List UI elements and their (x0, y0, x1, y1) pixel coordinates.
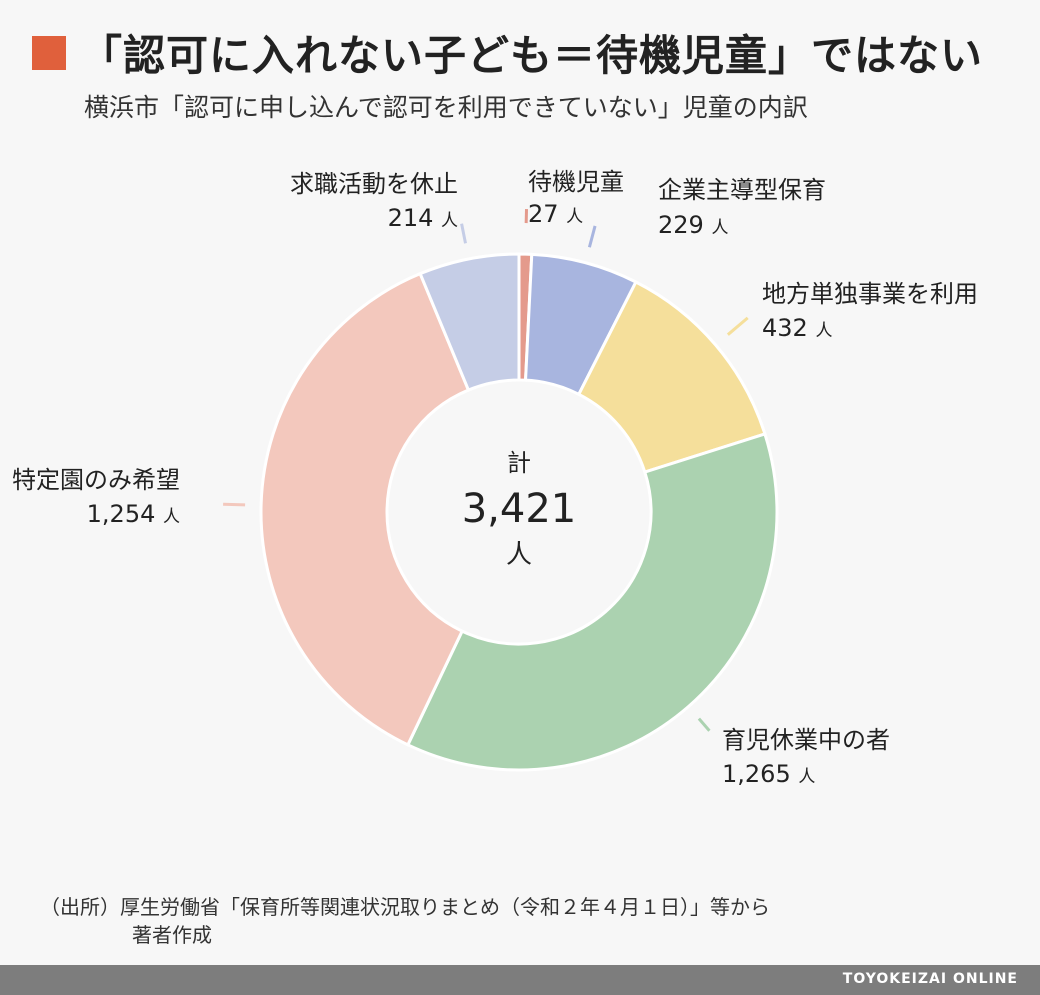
slice-label-1: 企業主導型保育 (658, 176, 826, 204)
slice-value-2: 432 人 (762, 314, 832, 342)
footer-brand: TOYOKEIZAI ONLINE (842, 971, 1018, 987)
center-unit: 人 (506, 540, 532, 570)
slice-5 (418, 252, 521, 393)
slice-value-3: 1,265 人 (722, 760, 815, 788)
slice-label-3: 育児休業中の者 (722, 726, 890, 754)
leader-line-3 (697, 717, 711, 732)
chart-title: 「認可に入れない子ども＝待機児童」ではない (80, 31, 984, 80)
leader-line-4 (223, 502, 246, 507)
footer-bar: TOYOKEIZAI ONLINE (0, 965, 1040, 995)
source-line-1: （出所）厚生労働省「保育所等関連状況取りまとめ（令和２年４月１日）」等から (40, 895, 770, 919)
center-caption: 計 (507, 449, 531, 477)
leader-line-2 (726, 316, 749, 336)
slice-label-0: 待機児童 (528, 168, 624, 196)
slice-label-2: 地方単独事業を利用 (762, 280, 978, 308)
leader-line-1 (587, 225, 597, 248)
slice-value-1: 229 人 (658, 211, 728, 239)
slice-4 (259, 271, 471, 747)
slice-value-0: 27 人 (528, 200, 583, 228)
source-note: （出所）厚生労働省「保育所等関連状況取りまとめ（令和２年４月１日）」等から 著者… (40, 893, 770, 949)
slice-value-4: 1,254 人 (87, 500, 180, 528)
slice-3 (405, 432, 779, 772)
slice-2 (576, 279, 767, 474)
leader-line-5 (460, 223, 467, 244)
center-total-value: 3,421 (462, 486, 577, 532)
source-line-2: 著者作成 (132, 923, 212, 947)
slice-value-5: 214 人 (388, 204, 458, 232)
title-marker (32, 35, 66, 70)
leader-lines (223, 209, 749, 732)
slice-label-4: 特定園のみ希望 (12, 466, 180, 494)
slice-label-5: 求職活動を休止 (290, 170, 458, 198)
title-row: 「認可に入れない子ども＝待機児童」ではない (32, 22, 983, 83)
donut-slices (259, 252, 779, 772)
chart-subtitle: 横浜市「認可に申し込んで認可を利用できていない」児童の内訳 (84, 93, 808, 122)
